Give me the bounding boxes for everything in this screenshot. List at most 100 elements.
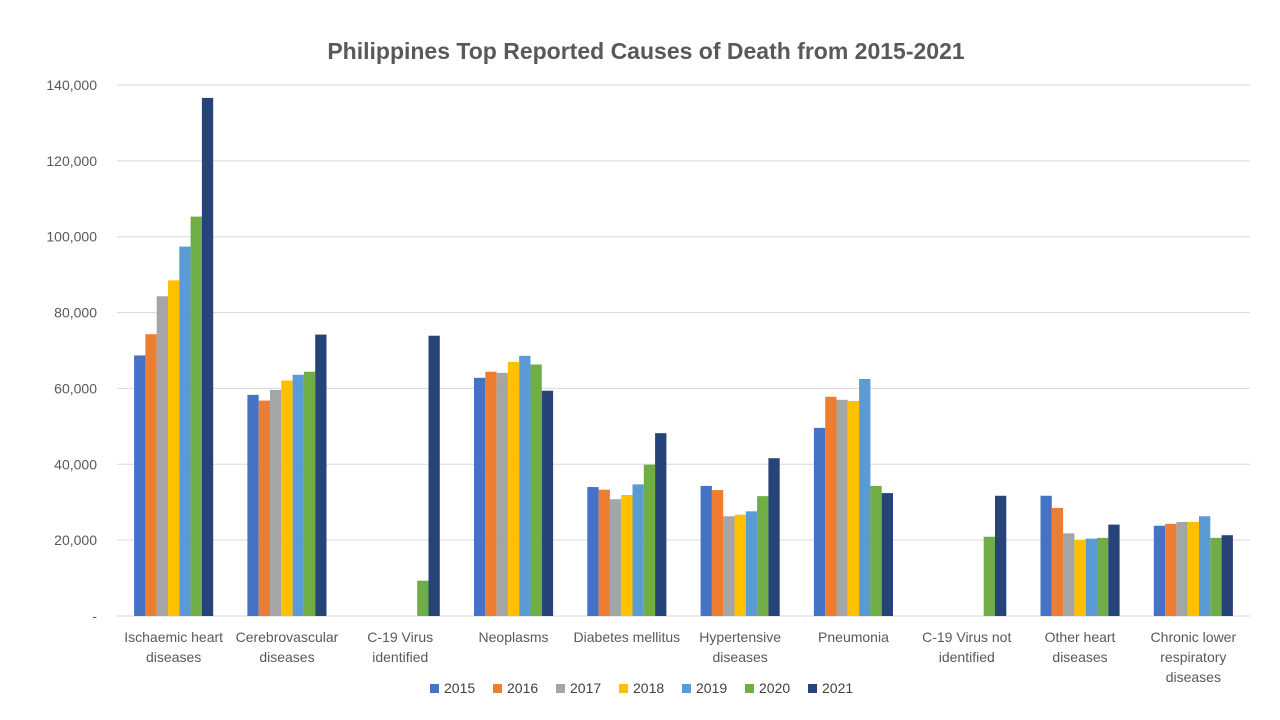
bar-2020-cat-0	[190, 216, 202, 617]
bar-2021-cat-6	[881, 493, 893, 616]
legend-label: 2017	[570, 680, 601, 696]
x-category-label: Other heart diseases	[1045, 629, 1116, 665]
bar-2018-cat-9	[1187, 521, 1199, 616]
bar-2020-cat-1	[303, 371, 316, 616]
bar-2021-cat-3	[541, 390, 554, 616]
bar-2020-cat-6	[870, 485, 882, 616]
bar-2015-cat-8	[1040, 495, 1052, 616]
bar-2019-cat-8	[1085, 538, 1097, 616]
y-tick-label: 100,000	[46, 229, 97, 245]
bar-2021-cat-1	[315, 334, 327, 616]
series-2015	[134, 355, 1166, 616]
bar-2020-cat-2	[417, 580, 429, 616]
series-2016	[145, 334, 1177, 616]
y-tick-label: 80,000	[54, 305, 97, 321]
bar-2017-cat-9	[1176, 521, 1188, 616]
y-axis-tick-labels: - 20,000 40,000 60,000 80,000 100,000 120,000 1…	[46, 77, 97, 624]
bar-2017-cat-5	[723, 516, 735, 616]
bar-2017-cat-4	[609, 499, 622, 616]
bar-2015-cat-5	[700, 485, 712, 616]
legend-swatch	[430, 684, 439, 693]
legend-swatch	[682, 684, 691, 693]
x-category-label: Neoplasms	[479, 629, 549, 645]
bar-2018-cat-5	[734, 514, 746, 616]
bars	[134, 97, 1233, 617]
bar-2015-cat-9	[1153, 525, 1166, 616]
bar-2017-cat-3	[496, 372, 508, 616]
bar-2016-cat-5	[711, 490, 724, 616]
bar-2018-cat-0	[168, 280, 180, 616]
legend-label: 2020	[759, 680, 790, 696]
bar-2020-cat-7	[983, 536, 995, 616]
x-category-label: Ischaemic heart diseases	[124, 629, 223, 665]
legend-item-2021: 2021	[808, 680, 853, 696]
bar-2021-cat-0	[201, 97, 214, 616]
bar-2020-cat-5	[757, 496, 769, 616]
legend-swatch	[745, 684, 754, 693]
bar-2018-cat-4	[621, 495, 633, 616]
bar-2020-cat-9	[1210, 537, 1222, 616]
legend-label: 2021	[822, 680, 853, 696]
series-2017	[156, 296, 1188, 616]
x-category-label: C-19 Virus not identified	[922, 629, 1011, 665]
bar-2016-cat-3	[485, 371, 497, 616]
bar-2020-cat-8	[1097, 537, 1109, 616]
legend-item-2018: 2018	[619, 680, 664, 696]
series-2021	[201, 97, 1233, 616]
y-tick-label: 40,000	[54, 456, 97, 472]
legend-label: 2019	[696, 680, 727, 696]
bar-2019-cat-3	[519, 355, 531, 616]
series-2019	[179, 246, 1211, 616]
x-category-label: Diabetes mellitus	[574, 629, 681, 645]
legend-label: 2018	[633, 680, 664, 696]
series-2018	[168, 280, 1199, 616]
legend-item-2020: 2020	[745, 680, 790, 696]
legend-label: 2016	[507, 680, 538, 696]
x-axis-category-labels: Ischaemic heart diseases Cerebrovascular di…	[124, 629, 1236, 685]
x-category-label: Cerebrovascular diseases	[236, 629, 339, 665]
bar-2018-cat-3	[507, 361, 520, 616]
legend-item-2017: 2017	[556, 680, 601, 696]
bar-2020-cat-3	[530, 364, 542, 616]
legend-swatch	[808, 684, 817, 693]
bar-2017-cat-8	[1063, 533, 1075, 616]
bar-2019-cat-0	[179, 246, 191, 616]
bar-2018-cat-6	[847, 400, 860, 616]
x-category-label: Pneumonia	[818, 629, 889, 645]
legend-item-2015: 2015	[430, 680, 475, 696]
chart-title: Philippines Top Reported Causes of Death…	[327, 38, 965, 64]
bar-2018-cat-8	[1074, 539, 1086, 616]
y-tick-label: 20,000	[54, 532, 97, 548]
bar-2015-cat-4	[587, 487, 599, 616]
bar-2019-cat-9	[1199, 516, 1211, 616]
legend-swatch	[493, 684, 502, 693]
legend-item-2019: 2019	[682, 680, 727, 696]
bar-2021-cat-9	[1221, 535, 1233, 616]
legend-item-2016: 2016	[493, 680, 538, 696]
legend: 2015 2016 2017 2018 2019 2020 2021	[430, 680, 853, 696]
bar-2016-cat-8	[1051, 507, 1064, 616]
bar-2016-cat-6	[825, 396, 837, 616]
bar-2015-cat-6	[813, 427, 826, 616]
bar-2018-cat-1	[281, 380, 293, 616]
bar-2017-cat-0	[156, 296, 168, 616]
y-tick-label: 140,000	[46, 77, 97, 93]
bar-2019-cat-1	[292, 374, 304, 616]
y-tick-label: 60,000	[54, 380, 97, 396]
bar-2017-cat-1	[270, 389, 282, 616]
bar-2019-cat-5	[745, 511, 758, 616]
x-category-label: C-19 Virus identified	[367, 629, 433, 665]
bar-2016-cat-1	[258, 400, 270, 616]
legend-swatch	[619, 684, 628, 693]
y-tick-label: 120,000	[46, 153, 97, 169]
bar-2021-cat-8	[1108, 524, 1120, 616]
bar-2021-cat-5	[768, 458, 780, 616]
bar-2019-cat-4	[632, 484, 644, 616]
legend-swatch	[556, 684, 565, 693]
bar-2021-cat-2	[428, 335, 440, 616]
bar-2017-cat-6	[836, 399, 848, 616]
bar-2021-cat-7	[995, 495, 1007, 616]
bar-2015-cat-1	[247, 394, 259, 616]
